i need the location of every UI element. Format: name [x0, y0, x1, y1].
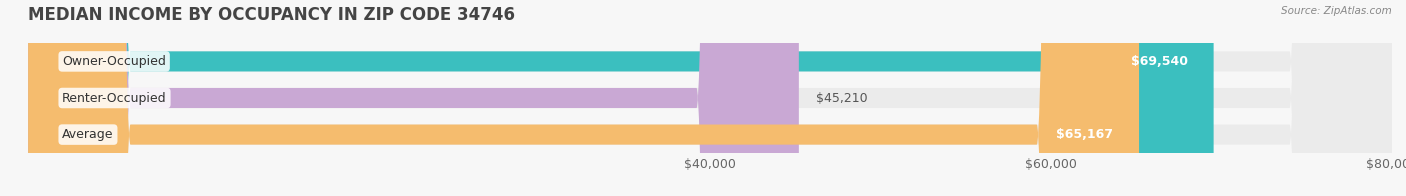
FancyBboxPatch shape — [28, 0, 1392, 196]
FancyBboxPatch shape — [28, 0, 1139, 196]
Text: Renter-Occupied: Renter-Occupied — [62, 92, 167, 104]
FancyBboxPatch shape — [28, 0, 1392, 196]
Text: Owner-Occupied: Owner-Occupied — [62, 55, 166, 68]
FancyBboxPatch shape — [28, 0, 1392, 196]
Text: $69,540: $69,540 — [1130, 55, 1188, 68]
Text: Source: ZipAtlas.com: Source: ZipAtlas.com — [1281, 6, 1392, 16]
FancyBboxPatch shape — [28, 0, 1213, 196]
Text: $45,210: $45,210 — [815, 92, 868, 104]
Text: MEDIAN INCOME BY OCCUPANCY IN ZIP CODE 34746: MEDIAN INCOME BY OCCUPANCY IN ZIP CODE 3… — [28, 6, 515, 24]
FancyBboxPatch shape — [28, 0, 799, 196]
Text: $65,167: $65,167 — [1056, 128, 1114, 141]
Text: Average: Average — [62, 128, 114, 141]
